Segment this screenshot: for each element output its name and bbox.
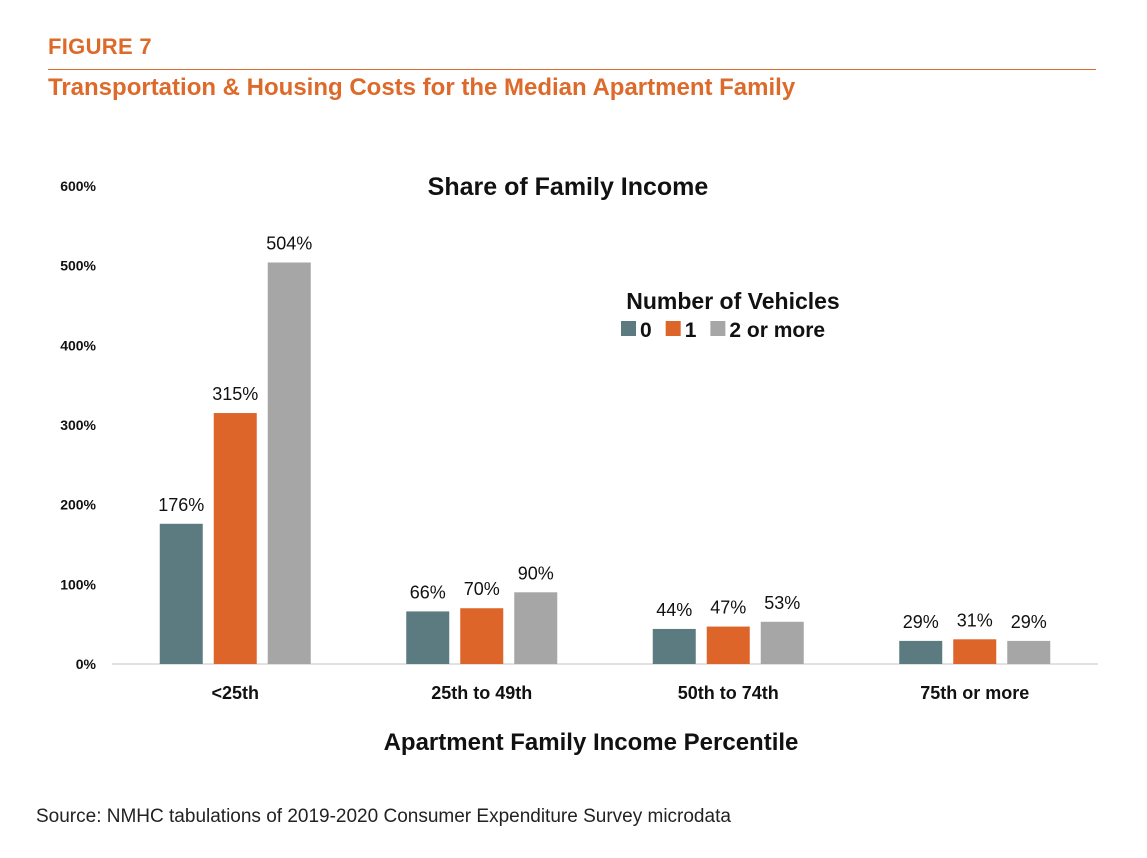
y-tick-label: 200%	[60, 497, 96, 513]
category-label: 75th or more	[920, 683, 1029, 703]
data-label: 29%	[903, 612, 939, 632]
x-axis-title: Apartment Family Income Percentile	[384, 729, 799, 756]
data-label: 176%	[158, 495, 204, 515]
legend-label-2 or more: 2 or more	[729, 319, 825, 342]
bars-group	[159, 262, 1051, 664]
bar-<25th-0	[159, 523, 203, 664]
data-label: 29%	[1011, 612, 1047, 632]
category-label: <25th	[211, 683, 259, 703]
bar-50th to 74th-1	[706, 626, 750, 664]
legend-swatch-1	[665, 321, 681, 336]
bar-75th or more-0	[899, 640, 943, 664]
data-label: 31%	[957, 610, 993, 630]
bar-75th or more-1	[953, 639, 997, 664]
y-tick-label: 400%	[60, 337, 96, 353]
category-labels: <25th 25th to 49th 50th to 74th 75th or mor…	[211, 683, 1029, 703]
data-labels-group: 176% 315% 504% 66% 70% 90% 44% 47% 53% 29% 31% 29%	[158, 233, 1047, 631]
data-label: 44%	[656, 600, 692, 620]
legend-swatch-2 or more	[710, 321, 726, 336]
bar-25th to 49th-2 or more	[514, 592, 558, 664]
bar-75th or more-2 or more	[1007, 640, 1051, 664]
y-tick-label: 500%	[60, 258, 96, 274]
y-tick-label: 600%	[60, 178, 96, 194]
legend-label-1: 1	[685, 319, 697, 342]
legend-title: Number of Vehicles	[626, 288, 839, 314]
data-label: 70%	[464, 579, 500, 599]
source-note: Source: NMHC tabulations of 2019-2020 Co…	[36, 806, 731, 827]
y-tick-label: 300%	[60, 417, 96, 433]
data-label: 90%	[518, 563, 554, 583]
bar-50th to 74th-2 or more	[760, 621, 804, 664]
bar-<25th-2 or more	[267, 262, 311, 664]
y-tick-label: 100%	[60, 576, 96, 592]
data-label: 53%	[764, 593, 800, 613]
figure-title: Transportation & Housing Costs for the M…	[48, 74, 796, 101]
category-label: 25th to 49th	[431, 683, 532, 703]
legend-swatch-0	[621, 321, 636, 336]
data-label: 47%	[710, 598, 746, 618]
data-label: 66%	[410, 582, 446, 602]
y-axis-ticks: 0% 100% 200% 300% 400% 500% 600%	[60, 178, 96, 672]
chart-title: Share of Family Income	[428, 173, 709, 201]
data-label: 315%	[212, 384, 258, 404]
data-label: 504%	[266, 233, 312, 253]
figure-divider	[48, 69, 1096, 70]
figure-label: FIGURE 7	[48, 34, 152, 59]
category-label: 50th to 74th	[678, 683, 779, 703]
legend: Number of Vehicles 0 1 2 or more	[621, 288, 840, 342]
y-tick-label: 0%	[76, 656, 97, 672]
bar-50th to 74th-0	[652, 628, 696, 664]
bar-25th to 49th-0	[406, 611, 450, 664]
bar-25th to 49th-1	[460, 608, 504, 664]
bar-<25th-1	[213, 413, 257, 664]
legend-label-0: 0	[640, 319, 652, 342]
